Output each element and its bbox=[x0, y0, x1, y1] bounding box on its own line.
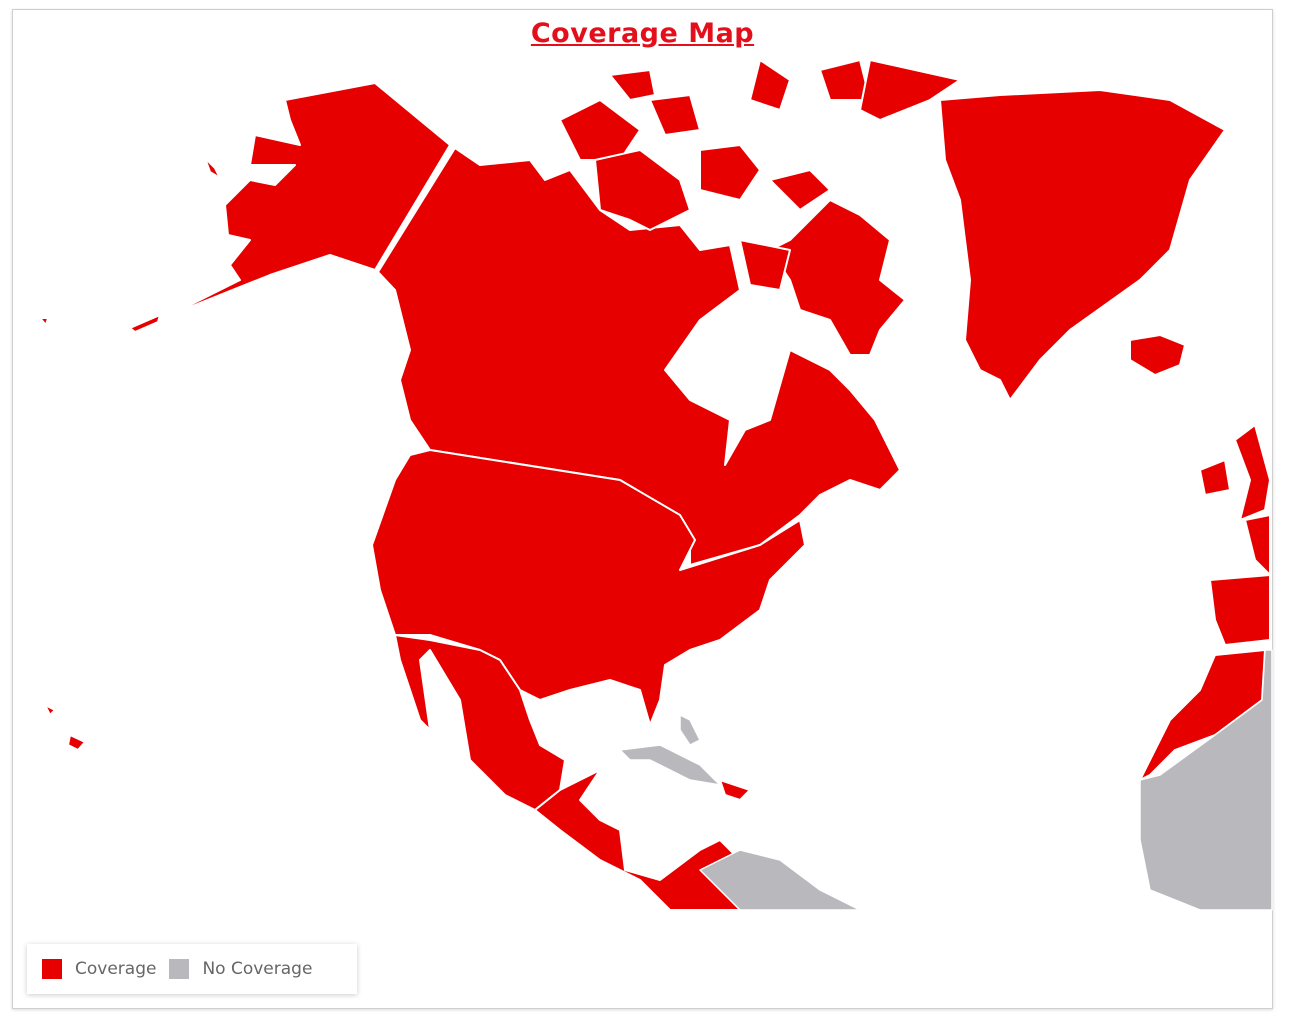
legend-coverage-label[interactable]: Coverage bbox=[75, 959, 157, 979]
no-coverage-swatch bbox=[169, 959, 190, 979]
region-cuba[interactable] bbox=[619, 744, 721, 786]
region-iberia[interactable] bbox=[1209, 574, 1271, 646]
region-west-africa[interactable] bbox=[1139, 649, 1273, 911]
region-arctic-island[interactable] bbox=[749, 59, 791, 111]
coverage-swatch bbox=[42, 959, 62, 979]
region-arctic-island[interactable] bbox=[559, 99, 641, 161]
region-arctic-island[interactable] bbox=[769, 169, 831, 211]
region-bahamas[interactable] bbox=[679, 714, 701, 746]
region-hawaii[interactable] bbox=[67, 734, 86, 751]
region-iceland[interactable] bbox=[1129, 334, 1186, 376]
legend-no-coverage-label[interactable]: No Coverage bbox=[202, 959, 313, 979]
region-south-america[interactable] bbox=[699, 849, 861, 911]
region-hispaniola[interactable] bbox=[719, 779, 751, 801]
no-coverage-regions bbox=[619, 649, 1273, 911]
region-uk[interactable] bbox=[1234, 424, 1271, 521]
region-central-america[interactable] bbox=[534, 769, 741, 911]
region-arctic-island[interactable] bbox=[594, 149, 691, 231]
region-ireland[interactable] bbox=[1199, 459, 1231, 496]
region-aleutians[interactable] bbox=[204, 157, 221, 179]
map-legend: Coverage No Coverage bbox=[27, 944, 357, 994]
region-arctic-island[interactable] bbox=[649, 94, 701, 136]
region-aleutians[interactable] bbox=[39, 317, 49, 326]
region-arctic-island[interactable] bbox=[739, 239, 791, 291]
region-hawaii[interactable] bbox=[44, 704, 56, 716]
region-arctic-island[interactable] bbox=[609, 69, 656, 101]
region-greenland[interactable] bbox=[939, 89, 1226, 401]
map-title: Coverage Map bbox=[530, 18, 755, 49]
region-arctic-island[interactable] bbox=[859, 59, 961, 121]
coverage-regions bbox=[39, 59, 1271, 911]
region-france[interactable] bbox=[1244, 514, 1271, 576]
region-arctic-island[interactable] bbox=[699, 144, 761, 201]
region-aleutians[interactable] bbox=[129, 314, 161, 333]
region-usa[interactable] bbox=[371, 449, 806, 726]
region-alaska[interactable] bbox=[169, 82, 451, 316]
region-baffin-island[interactable] bbox=[769, 199, 906, 356]
